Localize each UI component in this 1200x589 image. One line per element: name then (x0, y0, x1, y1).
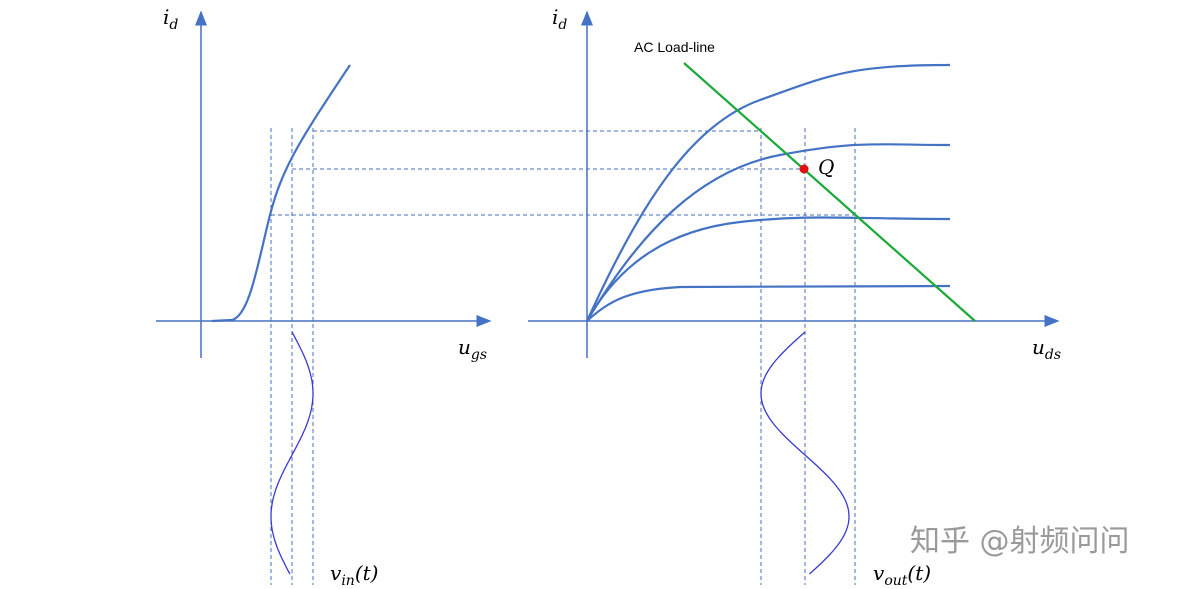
load-line (683, 62, 976, 322)
y-axis-label: id (552, 5, 567, 33)
q-point-label: Q (818, 155, 834, 179)
x-axis-label: ugs (458, 335, 487, 363)
input-signal (270, 331, 314, 575)
output-signal (760, 331, 850, 575)
load-line-label: AC Load-line (634, 39, 715, 55)
output-curves (585, 63, 951, 322)
transfer-curve (211, 64, 351, 323)
x-axis-label: uds (1032, 335, 1061, 363)
projection-lines (270, 128, 856, 585)
y-axis-label: id (163, 5, 178, 33)
q-point (799, 164, 809, 174)
signal-label: vout(t) (873, 561, 931, 589)
signal-label: vin(t) (330, 561, 378, 589)
axes (156, 10, 1060, 358)
watermark: 知乎 @射频问问 (910, 524, 1130, 559)
